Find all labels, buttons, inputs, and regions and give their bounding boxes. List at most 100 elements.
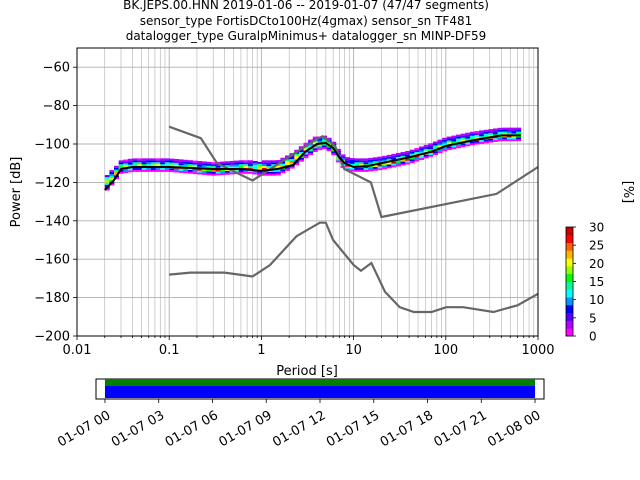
heatmap-cell (395, 152, 401, 155)
heatmap-cell (164, 160, 170, 163)
heatmap-cell (409, 149, 415, 152)
heatmap-cell (169, 164, 175, 167)
heatmap-cell (252, 160, 258, 163)
heatmap-cell (146, 160, 152, 163)
heatmap-cell (169, 162, 175, 165)
heatmap-cell (437, 149, 443, 152)
heatmap-cell (428, 149, 434, 152)
heatmap-cell (386, 166, 392, 169)
colorbar-segment (566, 320, 573, 329)
heatmap-cell (349, 163, 355, 166)
heatmap-cell (271, 164, 277, 167)
heatmap-cell (164, 158, 170, 161)
heatmap-cell (428, 145, 434, 148)
heatmap-cell (437, 145, 443, 148)
heatmap-cell (469, 137, 475, 140)
heatmap-cell (460, 137, 466, 140)
heatmap-cell (400, 163, 406, 166)
heatmap-cell (238, 166, 244, 169)
heatmap-cell (109, 177, 115, 180)
heatmap-cell (382, 159, 388, 162)
heatmap-cell (432, 141, 438, 144)
heatmap-cell (248, 164, 254, 167)
heatmap-cell (460, 135, 466, 138)
heatmap-cell (372, 164, 378, 167)
heatmap-cell (137, 162, 143, 165)
heatmap-cell (174, 160, 180, 163)
heatmap-cell (372, 159, 378, 162)
heatmap-cell (178, 170, 184, 173)
heatmap-cell (386, 154, 392, 157)
heatmap-cell (303, 154, 309, 157)
heatmap-cell (446, 148, 452, 151)
heatmap-cell (363, 167, 369, 170)
heatmap-cell (493, 134, 499, 137)
heatmap-cell (234, 170, 240, 173)
heatmap-cell (405, 160, 411, 163)
heatmap-cell (428, 154, 434, 157)
heatmap-cell (497, 129, 503, 132)
colorbar-segment (566, 250, 573, 259)
heatmap-cell (377, 158, 383, 161)
heatmap-cell (109, 183, 115, 186)
heatmap-cell (215, 169, 221, 172)
heatmap-cell (224, 163, 230, 166)
heatmap-cell (308, 143, 314, 146)
heatmap-cell (506, 131, 512, 134)
heatmap-cell (479, 141, 485, 144)
heatmap-cell (506, 129, 512, 132)
heatmap-cell (155, 162, 161, 165)
heatmap-cell (368, 167, 374, 170)
heatmap-cell (261, 160, 267, 163)
heatmap-cell (132, 158, 138, 161)
heatmap-cell (303, 148, 309, 151)
heatmap-cell (109, 173, 115, 176)
heatmap-cell (243, 169, 249, 172)
heatmap-cell (331, 145, 337, 148)
heatmap-cell (109, 179, 115, 182)
heatmap-cell (419, 146, 425, 149)
heatmap-cell (308, 149, 314, 152)
timeline-tick-label: 01-07 09 (217, 408, 275, 450)
heatmap-cell (155, 164, 161, 167)
heatmap-cell (229, 172, 235, 175)
heatmap-cell (234, 160, 240, 163)
heatmap-cell (460, 143, 466, 146)
heatmap-cell (409, 151, 415, 154)
ppsd-plot: 0.01 0.1 1 10 100 1000 −200 −180 −160 −140 −120 −1… (9, 47, 555, 379)
heatmap-cell (252, 170, 258, 173)
heatmap-cell (280, 171, 286, 174)
heatmap-cell (442, 147, 448, 150)
heatmap-cell (363, 162, 369, 165)
heatmap-cell (261, 166, 267, 169)
heatmap-cell (400, 161, 406, 164)
heatmap-cell (511, 127, 517, 130)
heatmap-cell (220, 171, 226, 174)
heatmap-cell (220, 169, 226, 172)
heatmap-cell (141, 164, 147, 167)
heatmap-cell (446, 146, 452, 149)
colorbar-segment (566, 281, 573, 290)
heatmap-cell (405, 154, 411, 157)
heatmap-cell (206, 163, 212, 166)
heatmap-cell (354, 167, 360, 170)
heatmap-cell (377, 160, 383, 163)
x-tick-label: 10 (345, 343, 362, 358)
heatmap-cell (285, 163, 291, 166)
heatmap-cell (423, 154, 429, 157)
heatmap-cell (308, 151, 314, 154)
heatmap-cell (382, 157, 388, 160)
heatmap-cell (294, 153, 300, 156)
heatmap-cell (442, 137, 448, 140)
colorbar-segment (566, 328, 573, 337)
heatmap-cell (511, 137, 517, 140)
heatmap-cell (201, 171, 207, 174)
heatmap-cell (419, 148, 425, 151)
heatmap-cell (146, 162, 152, 165)
heatmap-cell (354, 162, 360, 165)
heatmap-cell (303, 146, 309, 149)
heatmap-cell (127, 168, 133, 171)
heatmap-cell (113, 167, 120, 170)
